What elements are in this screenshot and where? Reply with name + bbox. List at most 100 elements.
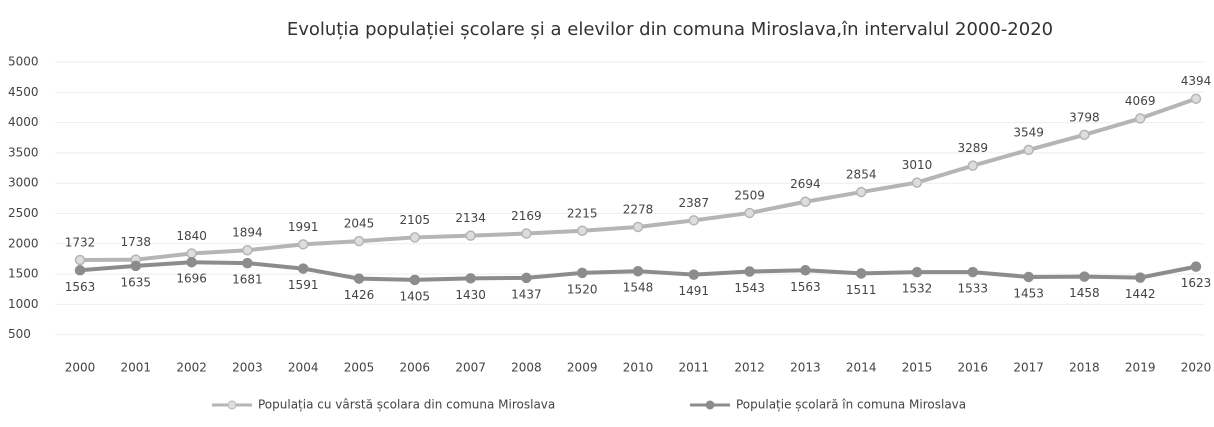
point [353, 235, 365, 247]
x-tick-label: 2003 [232, 361, 263, 375]
data-label: 1563 [790, 280, 821, 294]
point [521, 272, 532, 284]
x-tick-label: 2014 [846, 361, 877, 375]
x-tick-label: 2013 [790, 361, 821, 375]
data-label: 2694 [790, 177, 821, 191]
point [632, 221, 644, 233]
data-label: 1520 [567, 282, 598, 296]
data-label: 1681 [232, 273, 263, 287]
point [353, 273, 365, 284]
point [967, 266, 979, 278]
data-label: 1491 [679, 284, 710, 298]
point [186, 256, 197, 268]
data-label: 1453 [1013, 286, 1044, 300]
data-label: 1548 [623, 281, 654, 295]
point [744, 266, 755, 277]
point [465, 230, 476, 241]
y-tick-label: 5000 [8, 55, 39, 69]
point [688, 215, 700, 226]
data-label: 1991 [288, 220, 319, 234]
x-tick-label: 2001 [121, 361, 152, 375]
point [744, 207, 755, 219]
point [297, 263, 309, 274]
data-label: 3010 [902, 158, 933, 172]
point [800, 265, 811, 276]
point [855, 186, 867, 198]
data-label: 2105 [400, 213, 431, 227]
data-label: 1738 [121, 235, 152, 249]
data-label: 1437 [511, 287, 542, 301]
data-label: 1623 [1181, 276, 1212, 290]
point [242, 257, 253, 269]
point [74, 254, 86, 266]
y-tick-label: 2500 [8, 206, 39, 220]
data-label: 1840 [176, 229, 207, 243]
point [911, 177, 923, 188]
y-tick-label: 500 [8, 327, 31, 341]
y-tick-label: 4500 [8, 85, 39, 99]
legend-marker [227, 400, 237, 410]
data-label: 2854 [846, 168, 877, 182]
x-tick-label: 2017 [1013, 361, 1044, 375]
data-label: 1894 [232, 226, 263, 240]
x-tick-label: 2010 [623, 361, 654, 375]
data-label: 3289 [958, 141, 989, 155]
point [1023, 144, 1034, 156]
x-tick-label: 2000 [65, 361, 96, 375]
y-tick-label: 1000 [8, 297, 39, 311]
data-label: 4069 [1125, 94, 1156, 108]
x-tick-label: 2018 [1069, 361, 1100, 375]
point [1190, 261, 1202, 272]
data-label: 2215 [567, 206, 598, 220]
y-tick-label: 4000 [8, 115, 39, 129]
x-tick-label: 2020 [1181, 361, 1212, 375]
x-tick-label: 2019 [1125, 361, 1156, 375]
y-tick-label: 3000 [8, 176, 39, 190]
legend-marker [705, 400, 715, 410]
data-label: 2134 [455, 211, 486, 225]
data-label: 2278 [623, 202, 654, 216]
point [409, 232, 421, 243]
data-label: 4394 [1181, 74, 1212, 88]
point [576, 267, 588, 279]
data-label: 1405 [400, 289, 431, 303]
point [74, 265, 86, 276]
data-label: 3549 [1013, 125, 1044, 139]
point [1190, 93, 1202, 104]
data-label: 1458 [1069, 286, 1100, 300]
point [242, 244, 253, 256]
legend-label: Populație școlară în comuna Miroslava [736, 398, 966, 412]
point [465, 273, 476, 284]
point [1134, 113, 1146, 124]
point [855, 268, 867, 279]
point [632, 265, 644, 277]
data-label: 1511 [846, 283, 877, 297]
data-label: 3798 [1069, 110, 1100, 124]
x-tick-label: 2002 [176, 361, 207, 375]
data-label: 1732 [65, 236, 96, 250]
point [576, 225, 588, 237]
data-label: 1591 [288, 278, 319, 292]
x-tick-label: 2008 [511, 361, 542, 375]
point [521, 228, 532, 239]
point [688, 269, 700, 280]
point [130, 260, 142, 272]
point [409, 274, 421, 286]
legend-label: Populația cu vârstă școlara din comuna M… [258, 398, 555, 412]
data-label: 1563 [65, 280, 96, 294]
x-tick-label: 2005 [344, 361, 375, 375]
data-label: 1430 [455, 288, 486, 302]
x-tick-label: 2011 [679, 361, 710, 375]
y-tick-label: 3500 [8, 145, 39, 159]
data-label: 1543 [734, 281, 765, 295]
x-tick-label: 2007 [455, 361, 486, 375]
x-tick-label: 2009 [567, 361, 598, 375]
point [186, 248, 197, 259]
x-tick-label: 2006 [400, 361, 431, 375]
point [1079, 271, 1090, 282]
point [911, 266, 923, 278]
x-tick-label: 2015 [902, 361, 933, 375]
data-label: 2169 [511, 209, 542, 223]
y-tick-label: 2000 [8, 236, 39, 250]
